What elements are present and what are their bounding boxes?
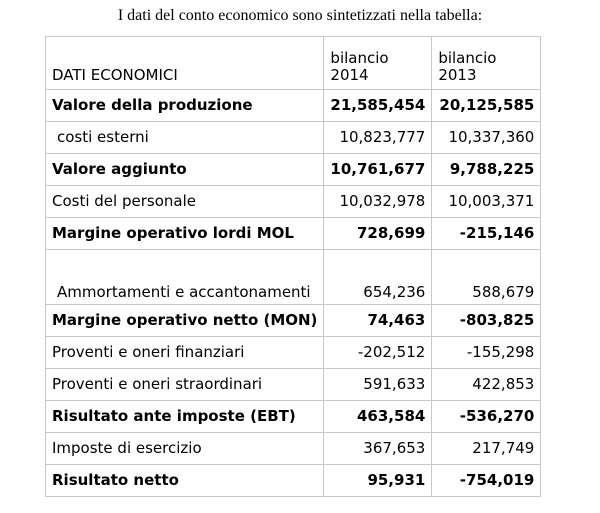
row-label: Proventi e oneri finanziari [44,336,325,369]
table-row-mon: Margine operativo netto (MON) 74,463 -80… [44,304,542,337]
row-label: Imposte di esercizio [44,432,325,465]
row-value-2014: 10,032,978 [323,185,433,218]
table-row-valore-produzione: Valore della produzione 21,585,454 20,12… [44,89,542,122]
row-value-2013: 422,853 [431,368,542,401]
table-row-imposte: Imposte di esercizio 367,653 217,749 [44,432,542,465]
row-value-2013: 588,679 [431,249,542,305]
row-label: Valore aggiunto [44,153,325,186]
table-row-mol: Margine operativo lordi MOL 728,699 -215… [44,217,542,250]
row-label: Proventi e oneri straordinari [44,368,325,401]
table-header-row: DATI ECONOMICI bilancio 2014 bilancio 20… [44,36,542,90]
row-value-2013: -155,298 [431,336,542,369]
table-row-proventi-finanziari: Proventi e oneri finanziari -202,512 -15… [44,336,542,369]
table-row-risultato-netto: Risultato netto 95,931 -754,019 [44,464,542,497]
row-label: Margine operativo netto (MON) [44,304,325,337]
row-value-2013: -803,825 [431,304,542,337]
row-label: Ammortamenti e accantonamenti [44,249,325,305]
row-value-2014: 654,236 [323,249,433,305]
row-value-2014: 95,931 [323,464,433,497]
row-value-2013: -536,270 [431,400,542,433]
row-label: Valore della produzione [44,89,325,122]
row-value-2014: 728,699 [323,217,433,250]
economic-data-table: DATI ECONOMICI bilancio 2014 bilancio 20… [44,36,542,497]
table-row-costi-personale: Costi del personale 10,032,978 10,003,37… [44,185,542,218]
header-2013-cell: bilancio 2013 [431,36,542,90]
row-value-2013: 20,125,585 [431,89,542,122]
row-value-2014: 10,761,677 [323,153,433,186]
row-label: costi esterni [44,121,325,154]
row-value-2014: 367,653 [323,432,433,465]
row-value-2014: 21,585,454 [323,89,433,122]
table-row-ebt: Risultato ante imposte (EBT) 463,584 -53… [44,400,542,433]
table-row-valore-aggiunto: Valore aggiunto 10,761,677 9,788,225 [44,153,542,186]
row-value-2013: 217,749 [431,432,542,465]
table-row-ammortamenti: Ammortamenti e accantonamenti 654,236 58… [44,249,542,305]
row-value-2014: -202,512 [323,336,433,369]
row-value-2014: 591,633 [323,368,433,401]
intro-text: I dati del conto economico sono sintetiz… [117,7,483,24]
row-label: Margine operativo lordi MOL [44,217,325,250]
row-label: Risultato ante imposte (EBT) [44,400,325,433]
header-label-cell: DATI ECONOMICI [44,36,325,90]
row-value-2013: 10,003,371 [431,185,542,218]
header-2014-cell: bilancio 2014 [323,36,433,90]
table-row-proventi-straordinari: Proventi e oneri straordinari 591,633 42… [44,368,542,401]
row-value-2013: 9,788,225 [431,153,542,186]
row-value-2013: -754,019 [431,464,542,497]
table-row-costi-esterni: costi esterni 10,823,777 10,337,360 [44,121,542,154]
row-value-2013: -215,146 [431,217,542,250]
row-value-2013: 10,337,360 [431,121,542,154]
row-value-2014: 10,823,777 [323,121,433,154]
row-label: Costi del personale [44,185,325,218]
row-value-2014: 74,463 [323,304,433,337]
row-value-2014: 463,584 [323,400,433,433]
row-label: Risultato netto [44,464,325,497]
